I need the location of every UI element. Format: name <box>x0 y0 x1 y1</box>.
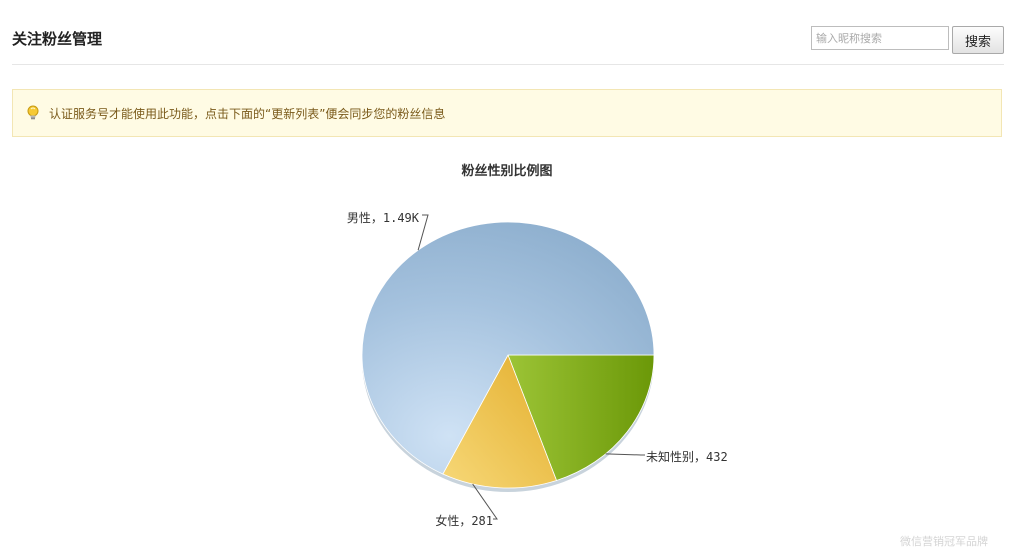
watermark-text: 微信营销冠军品牌 <box>900 535 988 548</box>
notice-text: 认证服务号才能使用此功能，点击下面的“更新列表”便会同步您的粉丝信息 <box>49 107 446 121</box>
search-input[interactable] <box>811 26 949 50</box>
notice-banner: 认证服务号才能使用此功能，点击下面的“更新列表”便会同步您的粉丝信息 <box>12 89 1002 137</box>
lightbulb-icon <box>25 105 41 121</box>
search-button[interactable]: 搜索 <box>952 26 1004 54</box>
pie-label-connector-1 <box>605 453 645 456</box>
pie-slice-0[interactable] <box>361 221 655 475</box>
pie-label-1: 未知性别，432 <box>646 450 728 464</box>
pie-label-0: 男性，1.49K <box>347 211 420 225</box>
page-header: 关注粉丝管理 搜索 <box>12 0 1004 65</box>
pie-slice-2[interactable] <box>442 354 558 489</box>
pie-label-2: 女性，281 <box>435 513 493 528</box>
page-title: 关注粉丝管理 <box>12 30 103 48</box>
pie-label-connector-0 <box>417 214 429 251</box>
pie-label-connector-2 <box>472 483 498 520</box>
chart-title: 粉丝性别比例图 <box>461 164 553 179</box>
